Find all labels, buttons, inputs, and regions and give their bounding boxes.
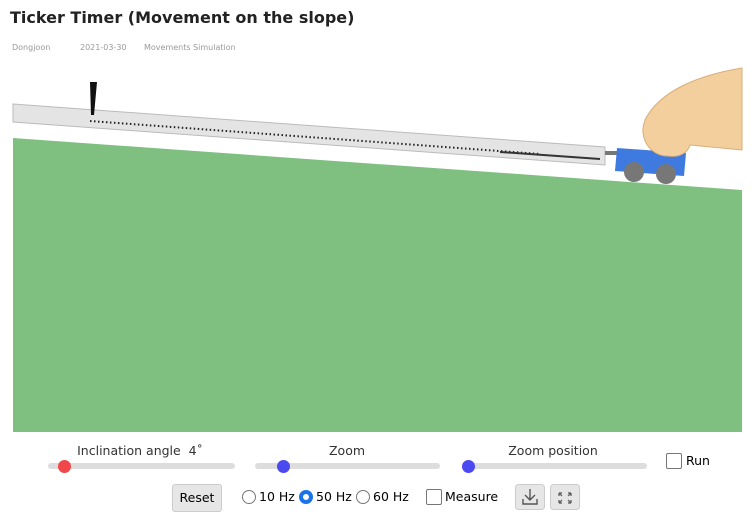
measure-checkbox[interactable]: [426, 489, 442, 505]
fullscreen-button[interactable]: [550, 484, 580, 510]
radio-label[interactable]: 10 Hz: [259, 489, 295, 504]
radio-label[interactable]: 50 Hz: [316, 489, 352, 504]
page: Ticker Timer (Movement on the slope) Don…: [0, 0, 754, 528]
wheel: [656, 164, 676, 184]
run-label[interactable]: Run: [686, 453, 710, 468]
author: Dongjoon: [12, 43, 50, 52]
download-button[interactable]: [515, 484, 545, 510]
zoom-label: Zoom: [329, 443, 365, 458]
radio-selected[interactable]: [299, 490, 313, 504]
slider[interactable]: [255, 463, 440, 469]
inclination-label: Inclination angle: [77, 443, 181, 458]
radio[interactable]: [356, 490, 370, 504]
zoom-position-label: Zoom position: [508, 443, 598, 458]
slope: [13, 138, 742, 432]
slider[interactable]: [48, 463, 235, 469]
connector: [605, 151, 617, 155]
simulation: [0, 60, 754, 435]
inclination-value: 4˚: [189, 443, 203, 458]
reset-button[interactable]: Reset: [172, 484, 222, 512]
title: Ticker Timer (Movement on the slope): [10, 8, 354, 27]
run-checkbox[interactable]: [666, 453, 682, 469]
date: 2021-03-30: [80, 43, 127, 52]
radio[interactable]: [242, 490, 256, 504]
wheel: [624, 162, 644, 182]
category: Movements Simulation: [144, 43, 236, 52]
slider-thumb[interactable]: [277, 460, 290, 473]
measure-label[interactable]: Measure: [445, 489, 498, 504]
radio-label[interactable]: 60 Hz: [373, 489, 409, 504]
slider-thumb[interactable]: [462, 460, 475, 473]
hand: [643, 68, 742, 156]
slider[interactable]: [462, 463, 647, 469]
slider-thumb[interactable]: [58, 460, 71, 473]
